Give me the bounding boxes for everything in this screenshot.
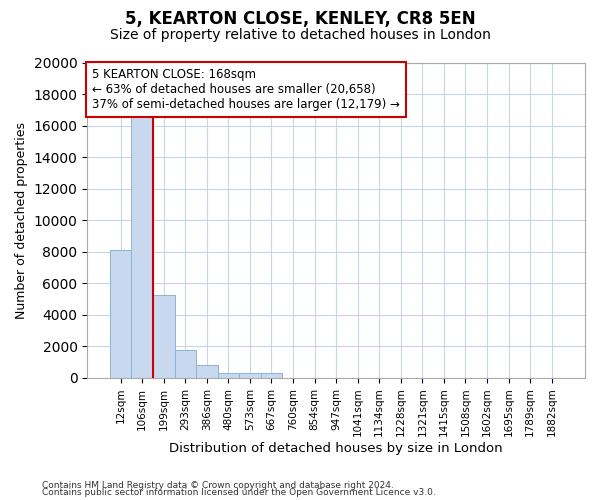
Y-axis label: Number of detached properties: Number of detached properties [15, 122, 28, 319]
X-axis label: Distribution of detached houses by size in London: Distribution of detached houses by size … [169, 442, 503, 455]
Bar [218, 373, 239, 378]
Bar [239, 373, 261, 378]
Bar [153, 294, 175, 378]
Bar [196, 366, 218, 378]
Text: 5 KEARTON CLOSE: 168sqm
← 63% of detached houses are smaller (20,658)
37% of sem: 5 KEARTON CLOSE: 168sqm ← 63% of detache… [92, 68, 400, 110]
Text: Contains HM Land Registry data © Crown copyright and database right 2024.: Contains HM Land Registry data © Crown c… [42, 480, 394, 490]
Bar [131, 116, 153, 378]
Bar [175, 350, 196, 378]
Text: Contains public sector information licensed under the Open Government Licence v3: Contains public sector information licen… [42, 488, 436, 497]
Text: 5, KEARTON CLOSE, KENLEY, CR8 5EN: 5, KEARTON CLOSE, KENLEY, CR8 5EN [125, 10, 475, 28]
Text: Size of property relative to detached houses in London: Size of property relative to detached ho… [110, 28, 490, 42]
Bar [261, 373, 282, 378]
Bar [110, 250, 131, 378]
